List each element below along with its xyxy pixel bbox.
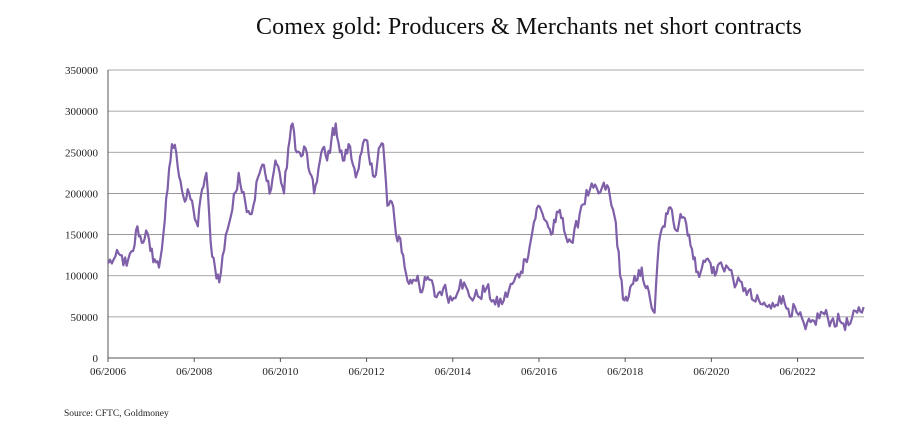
y-axis-tick-labels: 0 50000 100000 150000 200000 250000 300000 3500…: [65, 65, 99, 365]
x-tick-label: 06/2020: [693, 366, 730, 378]
y-tick-label: 300000: [65, 106, 99, 118]
y-tick-label: 150000: [65, 230, 99, 242]
axes: [107, 70, 799, 362]
source-note: Source: CFTC, Goldmoney: [64, 409, 169, 419]
y-tick-label: 200000: [65, 188, 99, 200]
x-tick-label: 06/2018: [607, 366, 644, 378]
x-tick-label: 06/2008: [176, 366, 213, 378]
x-tick-label: 06/2012: [349, 366, 385, 378]
x-axis-tick-labels: 06/2006 06/2008 06/2010 06/2012 06/2014 06/20…: [90, 366, 816, 378]
x-tick-label: 06/2006: [90, 366, 127, 378]
chart-title: Comex gold: Producers & Merchants net sh…: [256, 14, 802, 40]
x-tick-label: 06/2022: [780, 366, 816, 378]
x-tick-label: 06/2010: [262, 366, 299, 378]
y-tick-label: 50000: [71, 312, 99, 324]
series-layer: [107, 122, 865, 332]
x-tick-label: 06/2016: [521, 366, 558, 378]
gridlines: [108, 69, 864, 359]
y-tick-label: 250000: [65, 147, 99, 159]
x-tick-label: 06/2014: [435, 366, 472, 378]
y-tick-label: 100000: [65, 271, 99, 283]
y-tick-label: 0: [93, 353, 99, 365]
y-tick-label: 350000: [65, 65, 99, 77]
series-line-net-short: [107, 122, 865, 332]
